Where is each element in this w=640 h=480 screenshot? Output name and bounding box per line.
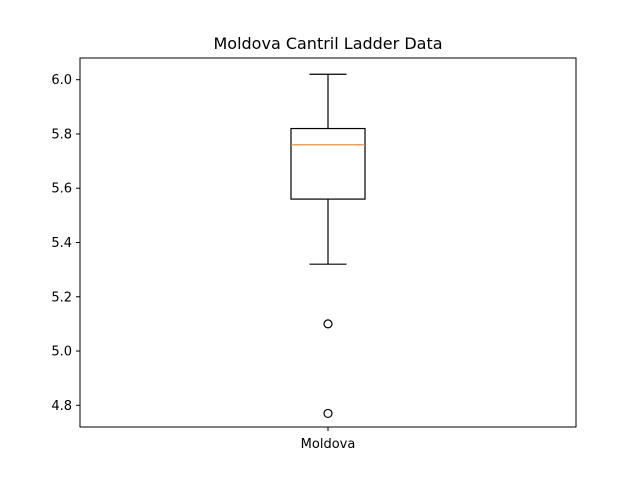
y-tick-label: 5.6: [51, 182, 72, 197]
y-tick-label: 5.8: [51, 127, 72, 142]
outlier-point: [323, 408, 333, 419]
x-tick-label: Moldova: [301, 437, 356, 452]
y-tick-label: 5.4: [51, 236, 72, 251]
y-tick-label: 5.0: [51, 345, 72, 360]
box-iqr: [290, 127, 366, 200]
y-axis: 4.8 5.0 5.2 5.4 5.6 5.8 6.0: [51, 73, 80, 414]
y-tick-label: 4.8: [51, 399, 72, 414]
y-tick-label: 6.0: [51, 73, 72, 88]
box-group: [290, 73, 366, 419]
y-tick-label: 5.2: [51, 290, 72, 305]
chart-title: Moldova Cantril Ladder Data: [213, 34, 442, 53]
x-axis: Moldova: [301, 427, 356, 452]
outlier-point: [323, 319, 333, 329]
